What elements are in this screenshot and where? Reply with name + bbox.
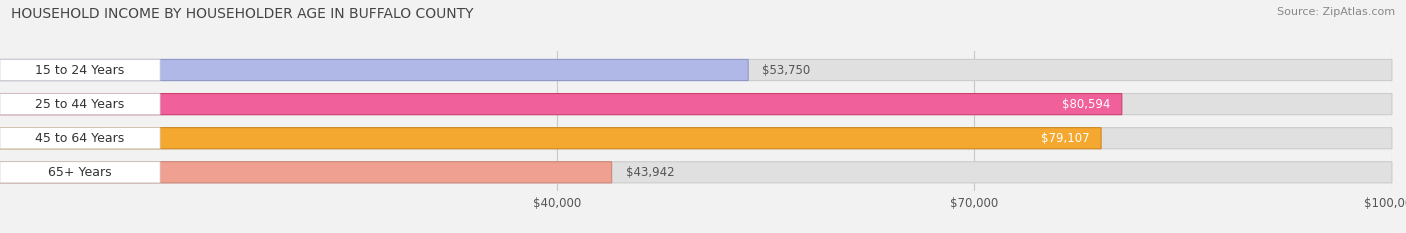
FancyBboxPatch shape (0, 59, 160, 81)
Text: $53,750: $53,750 (762, 64, 810, 76)
FancyBboxPatch shape (0, 128, 160, 149)
FancyBboxPatch shape (0, 162, 612, 183)
FancyBboxPatch shape (0, 59, 748, 81)
Text: Source: ZipAtlas.com: Source: ZipAtlas.com (1277, 7, 1395, 17)
FancyBboxPatch shape (0, 59, 1392, 81)
Text: $79,107: $79,107 (1042, 132, 1090, 145)
FancyBboxPatch shape (0, 93, 1392, 115)
FancyBboxPatch shape (0, 128, 1392, 149)
Text: 65+ Years: 65+ Years (48, 166, 112, 179)
FancyBboxPatch shape (0, 162, 160, 183)
Text: 15 to 24 Years: 15 to 24 Years (35, 64, 125, 76)
Text: $43,942: $43,942 (626, 166, 675, 179)
FancyBboxPatch shape (0, 162, 1392, 183)
Text: 45 to 64 Years: 45 to 64 Years (35, 132, 125, 145)
Text: 25 to 44 Years: 25 to 44 Years (35, 98, 125, 111)
FancyBboxPatch shape (0, 93, 1122, 115)
Text: $80,594: $80,594 (1063, 98, 1111, 111)
Text: HOUSEHOLD INCOME BY HOUSEHOLDER AGE IN BUFFALO COUNTY: HOUSEHOLD INCOME BY HOUSEHOLDER AGE IN B… (11, 7, 474, 21)
FancyBboxPatch shape (0, 128, 1101, 149)
FancyBboxPatch shape (0, 93, 160, 115)
